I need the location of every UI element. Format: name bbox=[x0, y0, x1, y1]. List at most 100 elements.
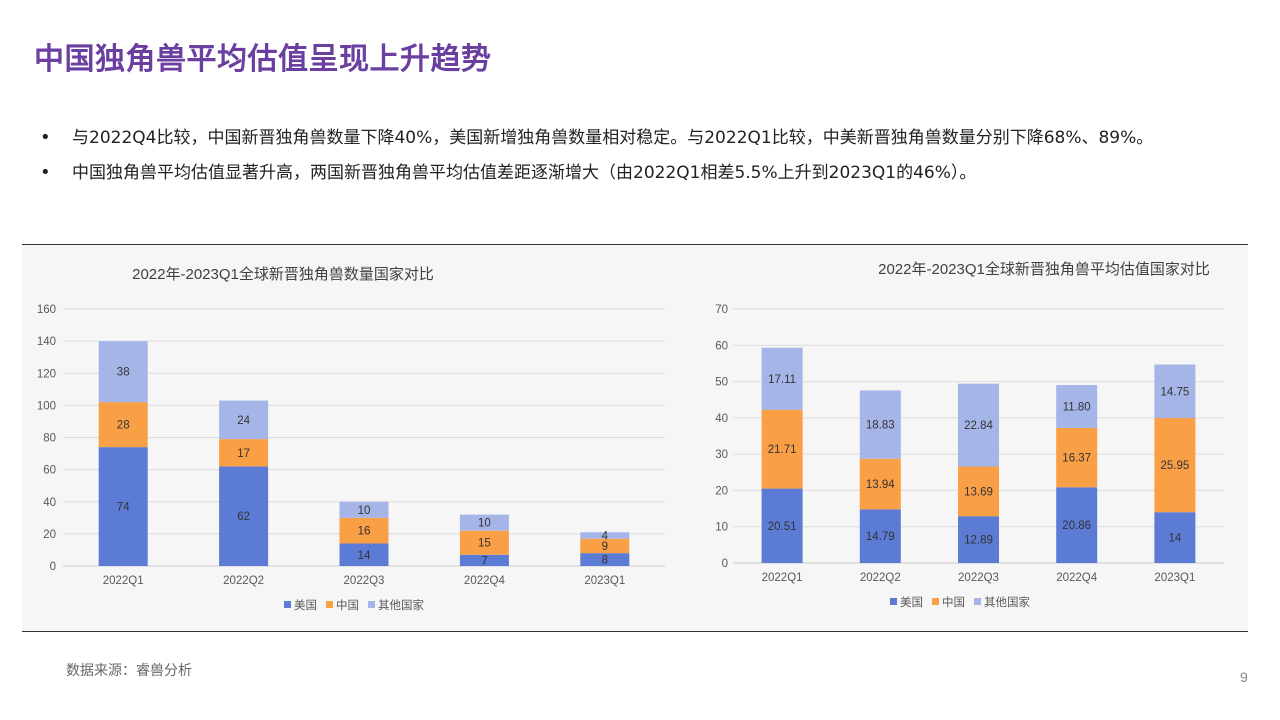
chart-title: 2022年-2023Q1全球新晋独角兽数量国家对比 bbox=[132, 265, 434, 283]
data-label: 14 bbox=[358, 550, 371, 562]
data-label: 14 bbox=[1169, 533, 1182, 545]
data-label: 13.94 bbox=[866, 479, 895, 491]
y-tick-label: 20 bbox=[43, 529, 56, 541]
bar-segment bbox=[1154, 512, 1196, 563]
page-title: 中国独角兽平均估值呈现上升趋势 bbox=[34, 42, 492, 77]
legend-label: 美国 bbox=[900, 595, 923, 609]
bar-segment bbox=[859, 509, 901, 563]
bullet-list: 与2022Q4比较，中国新晋独角兽数量下降40%，美国新增独角兽数量相对稳定。与… bbox=[40, 124, 1260, 194]
bar-segment bbox=[958, 466, 999, 517]
page-number: 9 bbox=[1240, 669, 1248, 685]
x-tick-label: 2022Q4 bbox=[464, 575, 506, 587]
legend-label: 其他国家 bbox=[378, 598, 424, 612]
bar-segment bbox=[761, 488, 803, 563]
bar-segment bbox=[1056, 427, 1098, 488]
y-tick-label: 60 bbox=[43, 465, 56, 477]
bullet-item: 中国独角兽平均估值显著升高，两国新晋独角兽平均估值差距逐渐增大（由2022Q1相… bbox=[40, 159, 1260, 194]
data-label: 10 bbox=[358, 505, 371, 517]
data-label: 28 bbox=[117, 420, 130, 432]
bar-segment bbox=[219, 400, 269, 440]
legend-swatch bbox=[284, 601, 291, 608]
bar-segment bbox=[339, 543, 389, 566]
bar-segment bbox=[580, 532, 630, 539]
data-label: 74 bbox=[117, 502, 130, 514]
bar-segment bbox=[580, 553, 630, 566]
legend-swatch bbox=[326, 601, 333, 608]
x-tick-label: 2022Q3 bbox=[344, 575, 385, 587]
bar-segment bbox=[859, 458, 901, 510]
legend-label: 中国 bbox=[336, 599, 359, 612]
data-label: 25.95 bbox=[1161, 460, 1190, 472]
y-tick-label: 120 bbox=[37, 368, 56, 380]
data-label: 13.69 bbox=[964, 486, 993, 498]
legend-swatch bbox=[932, 598, 939, 605]
bar-segment bbox=[219, 466, 269, 566]
y-tick-label: 70 bbox=[715, 304, 728, 316]
bar-segment bbox=[219, 439, 269, 467]
x-tick-label: 2023Q1 bbox=[1154, 572, 1195, 584]
chart-title: 2022年-2023Q1全球新晋独角兽平均估值国家对比 bbox=[878, 260, 1210, 278]
data-label: 12.89 bbox=[964, 535, 993, 547]
bar-segment bbox=[1056, 385, 1098, 428]
data-label: 10 bbox=[478, 518, 491, 530]
data-label: 21.71 bbox=[768, 444, 797, 456]
bar-segment bbox=[339, 501, 389, 518]
bar-segment bbox=[459, 530, 509, 555]
data-label: 18.83 bbox=[866, 420, 895, 432]
chart-valuation-by-country: 2022年-2023Q1全球新晋独角兽平均估值国家对比 0 10 20 30 40 50 60… bbox=[715, 260, 1224, 609]
y-tick-label: 160 bbox=[37, 304, 56, 316]
data-label: 24 bbox=[237, 415, 250, 427]
bar-segment bbox=[98, 447, 148, 566]
x-tick-label: 2022Q3 bbox=[958, 572, 999, 584]
legend-swatch bbox=[368, 601, 375, 608]
data-label: 16 bbox=[358, 526, 371, 538]
y-tick-label: 100 bbox=[37, 400, 56, 412]
y-tick-label: 30 bbox=[715, 449, 728, 461]
bar-segment bbox=[98, 402, 148, 448]
data-label: 14.79 bbox=[866, 531, 895, 543]
bar-segment bbox=[958, 383, 999, 467]
x-tick-label: 2022Q2 bbox=[860, 572, 901, 584]
bar-segment bbox=[98, 341, 148, 403]
data-label: 15 bbox=[478, 538, 491, 550]
data-label: 14.75 bbox=[1161, 386, 1190, 398]
data-label: 22.84 bbox=[964, 420, 993, 432]
y-tick-label: 50 bbox=[715, 377, 728, 389]
legend-swatch bbox=[890, 598, 897, 605]
bar-segment bbox=[958, 516, 999, 563]
y-tick-label: 20 bbox=[715, 485, 728, 497]
x-tick-label: 2023Q1 bbox=[584, 575, 625, 587]
y-tick-label: 40 bbox=[715, 413, 728, 425]
data-label: 62 bbox=[237, 511, 250, 523]
y-tick-label: 60 bbox=[715, 340, 728, 352]
bar-segment bbox=[459, 554, 509, 566]
data-label: 4 bbox=[602, 530, 609, 542]
charts-panel: 2022年-2023Q1全球新晋独角兽数量国家对比 0 20 40 60 80 100 120… bbox=[22, 244, 1248, 632]
x-tick-label: 2022Q1 bbox=[103, 575, 144, 587]
y-tick-label: 40 bbox=[43, 497, 56, 509]
data-label: 8 bbox=[602, 555, 608, 567]
data-label: 7 bbox=[481, 555, 487, 567]
data-label: 17.11 bbox=[768, 374, 796, 386]
legend-swatch bbox=[974, 598, 981, 605]
bar-segment bbox=[761, 409, 803, 489]
legend-label: 中国 bbox=[942, 596, 965, 609]
x-tick-label: 2022Q1 bbox=[762, 572, 803, 584]
x-tick-label: 2022Q4 bbox=[1056, 572, 1098, 584]
legend-label: 美国 bbox=[294, 598, 317, 612]
chart-count-by-country: 2022年-2023Q1全球新晋独角兽数量国家对比 0 20 40 60 80 100 120… bbox=[37, 265, 665, 612]
bar-segment bbox=[459, 514, 509, 531]
data-label: 11.80 bbox=[1063, 401, 1091, 413]
bar-segment bbox=[1056, 487, 1098, 563]
bar-segment bbox=[1154, 418, 1196, 513]
data-label: 38 bbox=[117, 367, 130, 379]
bullet-item: 与2022Q4比较，中国新晋独角兽数量下降40%，美国新增独角兽数量相对稳定。与… bbox=[40, 124, 1260, 159]
bar-segment bbox=[580, 538, 630, 554]
y-tick-label: 0 bbox=[50, 561, 56, 573]
data-label: 16.37 bbox=[1062, 453, 1091, 465]
data-label: 17 bbox=[237, 448, 250, 460]
bar-segment bbox=[859, 390, 901, 459]
source-note: 数据来源：睿兽分析 bbox=[66, 663, 192, 679]
y-tick-label: 140 bbox=[37, 336, 56, 348]
data-label: 9 bbox=[602, 541, 608, 553]
